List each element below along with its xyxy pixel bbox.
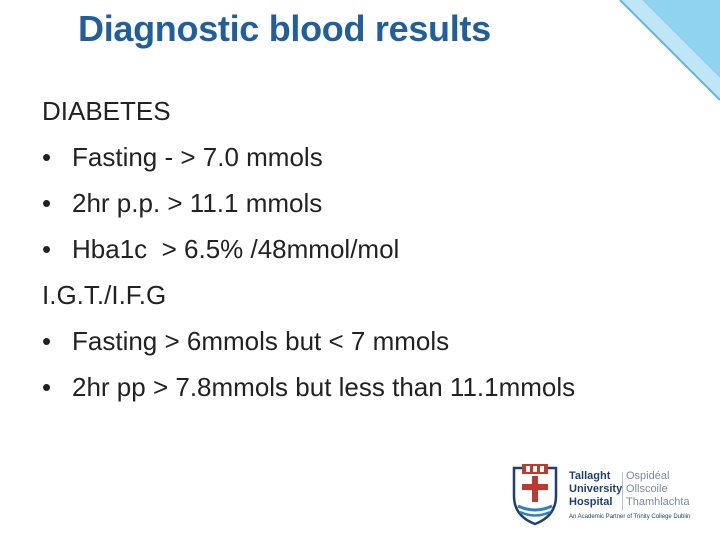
logo-divider [622,472,623,510]
corner-decoration [619,0,720,101]
bullet-marker: • [42,142,52,172]
list-item-text: Hba1c > 6.5% /48mmol/mol [72,234,400,264]
bullet-marker: • [42,188,52,218]
list-item: • 2hr p.p. > 11.1 mmols [42,180,575,226]
logo-tagline: An Academic Partner of Trinity College D… [569,514,691,520]
list-item-text: 2hr pp > 7.8mmols but less than 11.1mmol… [72,372,576,402]
logo-name-irish: Ospidéal Ollscoile Thamhlachta [626,470,690,508]
list-item: • Fasting - > 7.0 mmols [42,134,575,180]
list-item: • Hba1c > 6.5% /48mmol/mol [42,226,575,272]
logo-name-english: Tallaght University Hospital [569,470,623,508]
slide-content: DIABETES • Fasting - > 7.0 mmols • 2hr p.p… [42,88,575,410]
list-item-text: Fasting > 6mmols but < 7 mmols [72,326,450,356]
crest-icon [512,464,558,526]
bullet-marker: • [42,234,52,264]
list-item-text: 2hr p.p. > 11.1 mmols [72,188,323,218]
section-heading-diabetes: DIABETES [42,96,171,126]
bullet-marker: • [42,372,52,402]
hospital-logo: Tallaght University Hospital Ospidéal Ol… [508,462,708,530]
slide-title: Diagnostic blood results [78,8,491,49]
section-heading-igt-ifg: I.G.T./I.F.G [42,280,167,310]
list-item: • Fasting > 6mmols but < 7 mmols [42,318,575,364]
bullet-marker: • [42,326,52,356]
list-item: • 2hr pp > 7.8mmols but less than 11.1mmo… [42,364,575,410]
list-item-text: Fasting - > 7.0 mmols [72,142,323,172]
